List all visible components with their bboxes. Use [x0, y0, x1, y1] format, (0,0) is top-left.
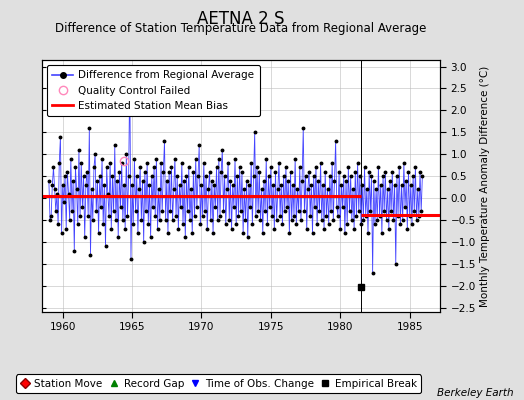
Text: AETNA 2 S: AETNA 2 S: [198, 10, 285, 28]
Y-axis label: Monthly Temperature Anomaly Difference (°C): Monthly Temperature Anomaly Difference (…: [480, 65, 490, 307]
Legend: Station Move, Record Gap, Time of Obs. Change, Empirical Break: Station Move, Record Gap, Time of Obs. C…: [16, 374, 421, 393]
Text: Difference of Station Temperature Data from Regional Average: Difference of Station Temperature Data f…: [56, 22, 427, 35]
Legend: Difference from Regional Average, Quality Control Failed, Estimated Station Mean: Difference from Regional Average, Qualit…: [47, 65, 259, 116]
Text: Berkeley Earth: Berkeley Earth: [437, 388, 514, 398]
